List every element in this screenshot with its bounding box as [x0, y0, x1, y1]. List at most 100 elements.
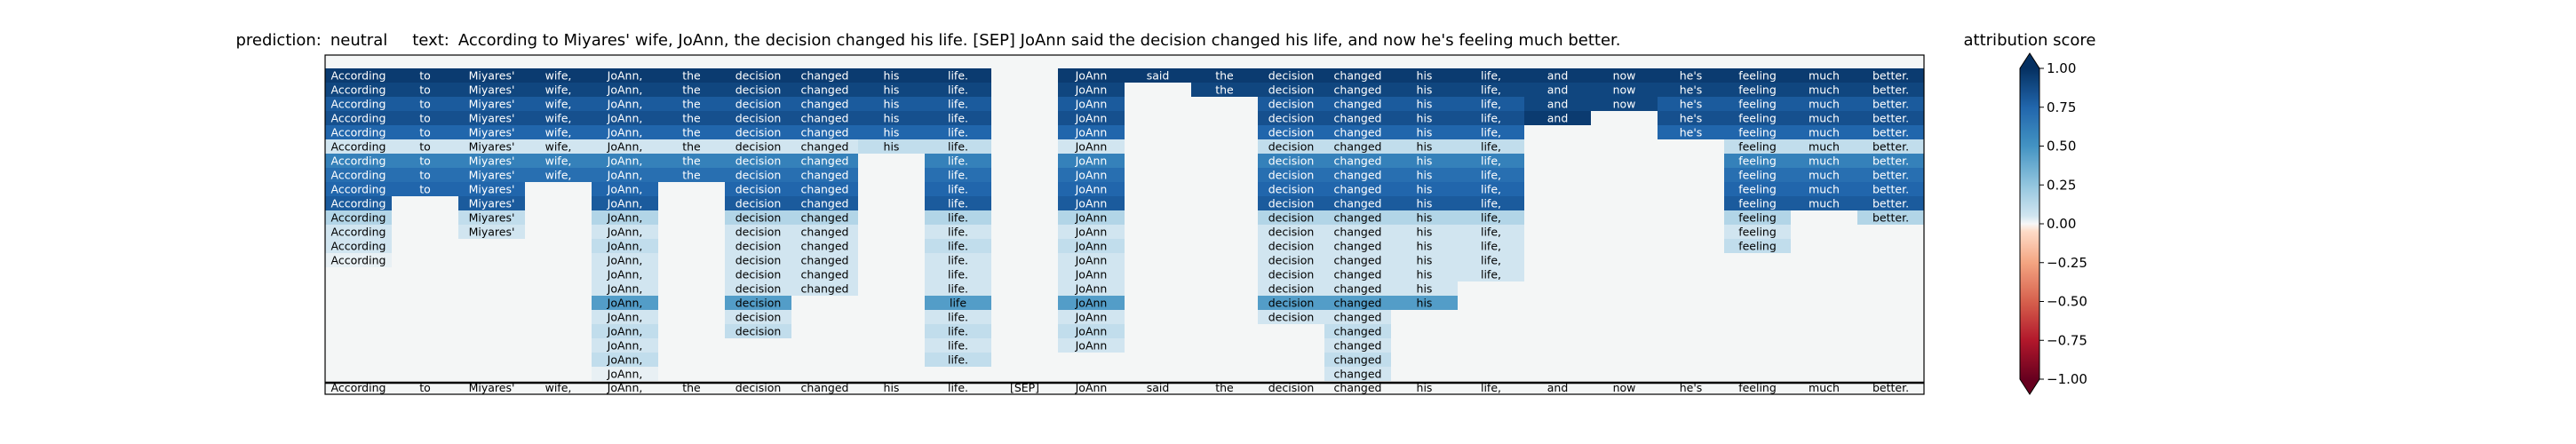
heatmap-cell [925, 239, 991, 253]
heatmap-cell [858, 97, 925, 111]
heatmap-cell-label: changed [801, 183, 849, 196]
heatmap-cell [1058, 182, 1125, 196]
heatmap-cell [725, 111, 791, 125]
heatmap-cell-label: changed [801, 226, 849, 239]
heatmap-cell-label: According [331, 155, 386, 168]
heatmap-cell [1324, 168, 1391, 182]
token-label: Miyares' [469, 381, 515, 394]
heatmap-cell [725, 324, 791, 338]
heatmap-cell-label: JoAnn [1075, 98, 1108, 111]
heatmap-cell [592, 281, 658, 296]
heatmap-cell-label: decision [735, 183, 782, 196]
heatmap-cell [1324, 111, 1391, 125]
heatmap-cell-label: changed [1334, 183, 1382, 196]
heatmap-cell [1258, 310, 1324, 324]
heatmap-cell [458, 68, 525, 83]
heatmap-cell [925, 210, 991, 225]
heatmap-cell [1191, 83, 1258, 97]
heatmap-cell-label: better. [1872, 69, 1909, 83]
heatmap-cell [1724, 111, 1791, 125]
heatmap-cell-label: life, [1481, 69, 1501, 83]
heatmap-cell-label: life, [1481, 98, 1501, 111]
heatmap-cell [1524, 68, 1591, 83]
heatmap-cell [1058, 310, 1125, 324]
heatmap-cell-label: better. [1872, 211, 1909, 225]
heatmap-cell-label: the [1215, 69, 1234, 83]
heatmap-cell-label: JoAnn [1075, 297, 1108, 310]
heatmap-cell-label: changed [801, 268, 849, 281]
heatmap-cell [1058, 196, 1125, 210]
heatmap-cell [925, 168, 991, 182]
heatmap-cell-label: and [1547, 83, 1569, 97]
heatmap-cell [325, 83, 392, 97]
heatmap-cell [1391, 139, 1458, 154]
heatmap-cell [791, 111, 858, 125]
heatmap-cell-label: According [331, 197, 386, 210]
heatmap-cell [725, 267, 791, 281]
heatmap-cell-label: to [419, 112, 431, 125]
heatmap-cell [1391, 83, 1458, 97]
heatmap-cell-label: to [419, 169, 431, 182]
heatmap-cell [325, 253, 392, 267]
heatmap-cell-label: wife, [545, 155, 572, 168]
heatmap-cell [725, 296, 791, 310]
heatmap-cell-label: the [682, 98, 701, 111]
colorbar-tick-label: −0.75 [2047, 332, 2087, 348]
heatmap-cell [1324, 338, 1391, 353]
heatmap-cell-label: According [331, 254, 386, 267]
heatmap-cell-label: changed [1334, 197, 1382, 210]
heatmap-cell [592, 154, 658, 168]
heatmap-cell-label: feeling [1738, 240, 1777, 253]
heatmap-cell [525, 139, 592, 154]
heatmap-cell [1724, 168, 1791, 182]
token-label: he's [1680, 381, 1703, 394]
heatmap-cell [458, 125, 525, 139]
heatmap-cell [1458, 182, 1524, 196]
heatmap-cell [1258, 68, 1324, 83]
heatmap-cell-label: decision [1268, 254, 1315, 267]
heatmap-cell-label: his [1417, 254, 1433, 267]
heatmap-cell-label: decision [1268, 268, 1315, 281]
heatmap-cell [658, 139, 725, 154]
heatmap-cell [592, 196, 658, 210]
heatmap-cell-label: JoAnn, [607, 268, 643, 281]
heatmap-cell [858, 111, 925, 125]
heatmap-frame [324, 54, 1925, 395]
colorbar-tick-label: −1.00 [2047, 371, 2087, 387]
heatmap-cell [1058, 239, 1125, 253]
heatmap-cell-label: wife, [545, 140, 572, 154]
heatmap-cell [1058, 281, 1125, 296]
heatmap-cell [1724, 97, 1791, 111]
heatmap-cell-label: JoAnn, [607, 155, 643, 168]
heatmap-cell [1857, 168, 1924, 182]
heatmap-cell [1857, 111, 1924, 125]
heatmap-cell [392, 68, 458, 83]
heatmap-cell-label: life, [1481, 226, 1501, 239]
heatmap-cell [858, 68, 925, 83]
heatmap-cell [392, 139, 458, 154]
heatmap-cell-label: wife, [545, 83, 572, 97]
heatmap-cell [592, 182, 658, 196]
heatmap-cell [1058, 210, 1125, 225]
heatmap-cell [1458, 196, 1524, 210]
heatmap-cell-label: better. [1872, 197, 1909, 210]
heatmap-cell-label: much [1809, 155, 1840, 168]
heatmap-cell-label: JoAnn [1075, 325, 1108, 338]
heatmap-cell [791, 225, 858, 239]
text-value: According to Miyares' wife, JoAnn, the d… [458, 31, 1621, 50]
heatmap-cell [925, 125, 991, 139]
heatmap-cell-label: changed [1334, 254, 1382, 267]
heatmap-cell [592, 68, 658, 83]
heatmap-cell-label: to [419, 98, 431, 111]
heatmap-cell [1324, 68, 1391, 83]
heatmap-cell-label: changed [801, 282, 849, 296]
heatmap-cell-label: decision [1268, 197, 1315, 210]
heatmap-cell [1524, 97, 1591, 111]
heatmap-cell [791, 97, 858, 111]
heatmap-cell [1258, 125, 1324, 139]
heatmap-cell-label: his [1417, 98, 1433, 111]
heatmap-cell-label: his [1417, 140, 1433, 154]
heatmap-cell [592, 353, 658, 367]
heatmap-cell-label: better. [1872, 126, 1909, 139]
token-label: life. [948, 381, 968, 394]
